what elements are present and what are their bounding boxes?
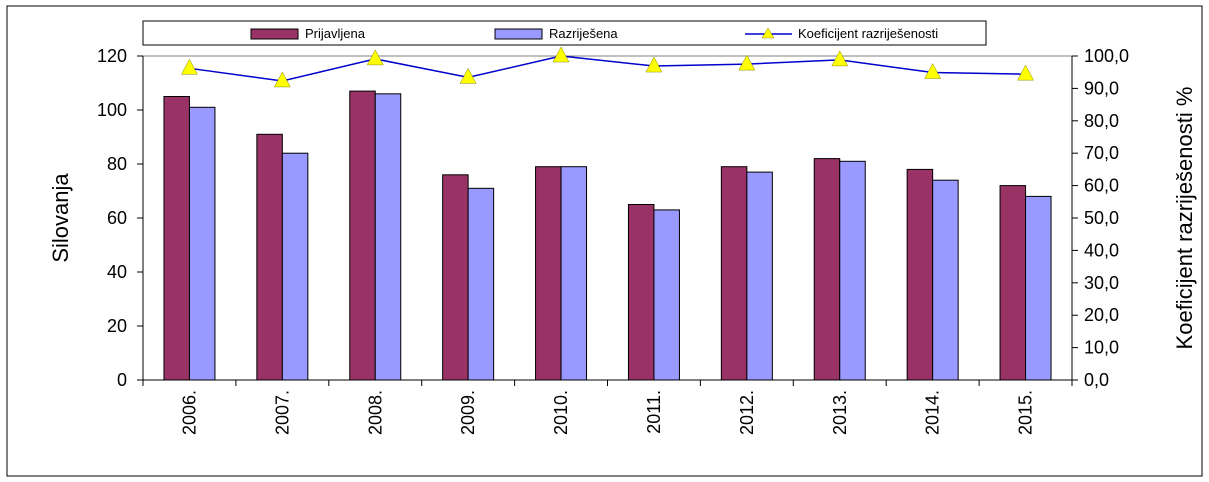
y-right-tick-label: 30,0 [1084,273,1119,293]
legend-label-prijavljena: Prijavljena [305,26,366,41]
bar-prijavljena [999,185,1027,381]
x-tick-label: 2010. [551,390,571,435]
bar-prijavljena [720,166,748,381]
x-tick-label: 2013. [830,390,850,435]
y-right-tick-label: 50,0 [1084,208,1119,228]
marker-koeficijent [738,54,756,71]
y-right-tick-label: 100,0 [1084,46,1129,66]
y-right-tick-label: 40,0 [1084,240,1119,260]
y-right-tick-label: 20,0 [1084,305,1119,325]
marker-koeficijent [552,46,570,63]
bar-prijavljena [163,96,190,381]
marker-koeficijent [924,62,942,79]
y-right-tick-label: 70,0 [1084,143,1119,163]
bar-prijavljena [906,168,934,381]
y-left-tick-label: 20 [107,316,127,336]
x-tick-label: 2014. [923,390,943,435]
bar-prijavljena [349,90,376,381]
y-right-tick-label: 90,0 [1084,78,1119,98]
x-axis-ticks: 2006. 2007. 2008. 2009. 2010. 2011. 2012. 2013.… [142,380,1073,435]
y-left-tick-label: 40 [107,262,127,282]
marker-koeficijent [273,71,291,88]
y-left-tick-label: 80 [107,154,127,174]
y-left-tick-label: 0 [117,370,127,390]
x-tick-label: 2006. [179,390,199,435]
bar-prijavljena [256,133,283,381]
bar-prijavljena [535,166,562,381]
marker-koeficijent [181,58,198,75]
bar-razrijesena [746,171,773,381]
x-tick-label: 2012. [737,390,757,435]
bar-razrijesena [1025,195,1052,381]
bar-razrijesena [560,166,588,381]
marker-koeficijent [645,56,663,73]
legend-label-razrijesena: Razriješena [549,26,618,41]
bar-series [163,90,1052,381]
y-left-tick-label: 120 [97,46,127,66]
marker-koeficijent [459,67,477,84]
y-axis-title-right: Koeficijent razriješenosti % [1172,87,1197,350]
y-axis-right-ticks: 0,0 10,0 20,0 30,0 40,0 50,0 60,0 70,0 80,0 90,0 1… [1072,46,1129,390]
line-series [181,46,1034,88]
y-axis-title-left: Silovanja [48,173,73,263]
x-tick-label: 2015. [1016,390,1036,435]
bar-prijavljena [627,204,655,381]
y-right-tick-label: 0,0 [1084,370,1109,390]
x-tick-label: 2008. [365,390,385,435]
bar-razrijesena [467,187,495,381]
x-tick-label: 2009. [458,390,478,435]
marker-koeficijent [1017,64,1034,81]
y-left-tick-label: 100 [97,100,127,120]
bar-razrijesena [188,106,216,381]
x-tick-label: 2011. [644,390,664,434]
x-tick-label: 2007. [272,390,292,435]
bar-razrijesena [932,179,959,381]
legend-swatch-razrijesena [494,28,543,40]
bar-prijavljena [813,158,841,381]
legend-label-koeficijent: Koeficijent razriješenosti [798,26,938,41]
bar-razrijesena [839,160,866,381]
marker-koeficijent [366,49,384,66]
bar-razrijesena [281,152,309,381]
legend-swatch-prijavljena [250,28,299,40]
line-koeficijent [189,55,1026,82]
legend-marker-koeficijent [761,27,775,39]
y-left-tick-label: 60 [107,208,127,228]
bar-razrijesena [653,209,680,381]
marker-koeficijent [831,50,849,67]
y-axis-left-ticks: 0 20 40 60 80 100 120 [97,46,143,390]
bar-prijavljena [442,174,469,381]
bar-razrijesena [374,93,402,381]
legend: Prijavljena Razriješena Koeficijent razr… [142,20,987,46]
y-right-tick-label: 80,0 [1084,111,1119,131]
y-right-tick-label: 60,0 [1084,176,1119,196]
y-right-tick-label: 10,0 [1084,338,1119,358]
